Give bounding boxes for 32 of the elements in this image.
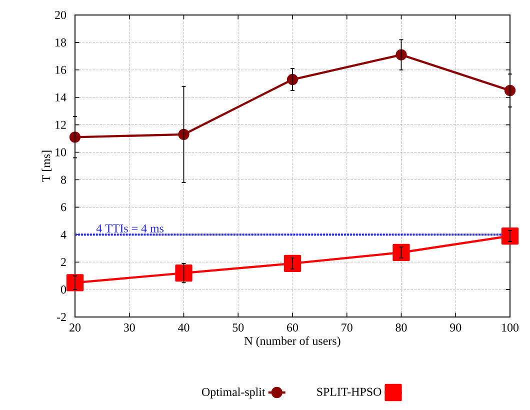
x-tick-label: 60	[287, 324, 298, 332]
point	[396, 49, 407, 60]
y-tick-label: 18	[56, 38, 66, 46]
point	[392, 244, 410, 262]
x-tick-label: 80	[396, 324, 407, 332]
ref-line-label: 4 TTIs = 4 ms	[96, 224, 164, 232]
legend-label: SPLIT-HPSO	[317, 388, 382, 396]
x-tick-label: 90	[450, 324, 462, 332]
x-tick-label: 50	[232, 324, 244, 332]
x-tick-label: 100	[502, 324, 518, 332]
y-tick-label: 12	[56, 120, 66, 129]
y-tick-label: 8	[60, 176, 66, 184]
y-axis-title: T [ms]	[42, 150, 52, 182]
x-axis-title: N (number of users)	[244, 336, 340, 348]
y-tick-label: -2	[56, 313, 66, 321]
y-tick-label: 14	[56, 93, 66, 102]
y-tick-label: 4	[60, 230, 66, 239]
y-tick-label: 2	[61, 258, 66, 266]
x-tick-label: 40	[178, 324, 190, 332]
x-tick-label: 30	[124, 324, 135, 332]
y-tick-label: 6	[61, 203, 66, 212]
point	[66, 274, 84, 292]
x-tick-label: 70	[342, 324, 352, 332]
x-tick-label: 20	[70, 324, 81, 332]
legend-label: Optimal-split	[202, 388, 266, 398]
y-tick-label: 20	[55, 10, 66, 20]
y-tick-label: 16	[56, 66, 66, 74]
y-tick-label: 0	[60, 286, 66, 294]
y-tick-label: 10	[56, 148, 66, 156]
point	[501, 227, 519, 245]
point	[284, 254, 302, 272]
point	[175, 264, 192, 282]
